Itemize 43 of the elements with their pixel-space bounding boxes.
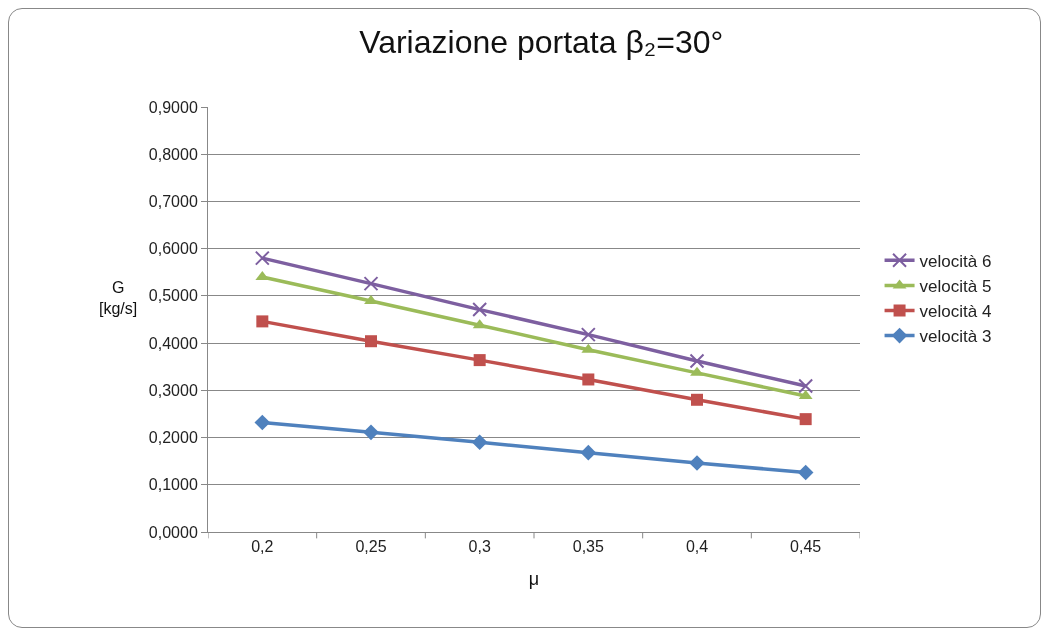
point: [363, 424, 379, 441]
point: [256, 315, 269, 328]
x-axis-title: μ: [528, 569, 540, 590]
legend-label: velocità 5: [919, 277, 992, 297]
legend-label: velocità 3: [919, 327, 992, 347]
point: [473, 354, 486, 367]
chart-title: Variazione portata β₂=30°: [359, 23, 724, 60]
point: [471, 434, 488, 451]
y-tick-label: 0,9000: [148, 98, 198, 116]
point: [799, 413, 812, 426]
y-tick-label: 0,8000: [148, 145, 198, 163]
x-tick-label: 0,3: [468, 538, 491, 556]
y-tick-label: 0,6000: [148, 240, 198, 258]
y-tick-label: 0,5000: [148, 287, 198, 305]
point: [689, 455, 705, 471]
point: [798, 378, 814, 394]
point: [582, 373, 595, 386]
y-tick-label: 0,1000: [148, 476, 198, 494]
y-tick-label: 0,3000: [148, 381, 198, 399]
x-tick-label: 0,25: [355, 538, 387, 556]
y-tick-label: 0,4000: [148, 334, 198, 352]
x-tick-label: 0,35: [572, 538, 604, 556]
x-tick-label: 0,2: [251, 538, 274, 556]
y-tick-label: 0,0000: [148, 523, 198, 541]
y-tick-label: 0,2000: [148, 429, 198, 447]
y-axis-title: G [kg/s]: [99, 279, 138, 317]
point: [365, 335, 377, 348]
point: [690, 366, 704, 376]
y-tick-label: 0,7000: [148, 193, 198, 211]
point: [254, 250, 270, 266]
point: [363, 276, 379, 292]
legend-label: velocità 6: [919, 251, 992, 271]
point: [580, 444, 597, 461]
x-tick-label: 0,4: [685, 538, 709, 556]
point: [689, 353, 705, 369]
legend-label: velocità 4: [919, 302, 992, 322]
point: [797, 464, 814, 481]
x-tick-label: 0,45: [790, 538, 822, 556]
point: [364, 295, 378, 305]
point: [580, 327, 596, 343]
point: [254, 414, 271, 431]
point: [472, 302, 488, 318]
point: [691, 393, 703, 406]
